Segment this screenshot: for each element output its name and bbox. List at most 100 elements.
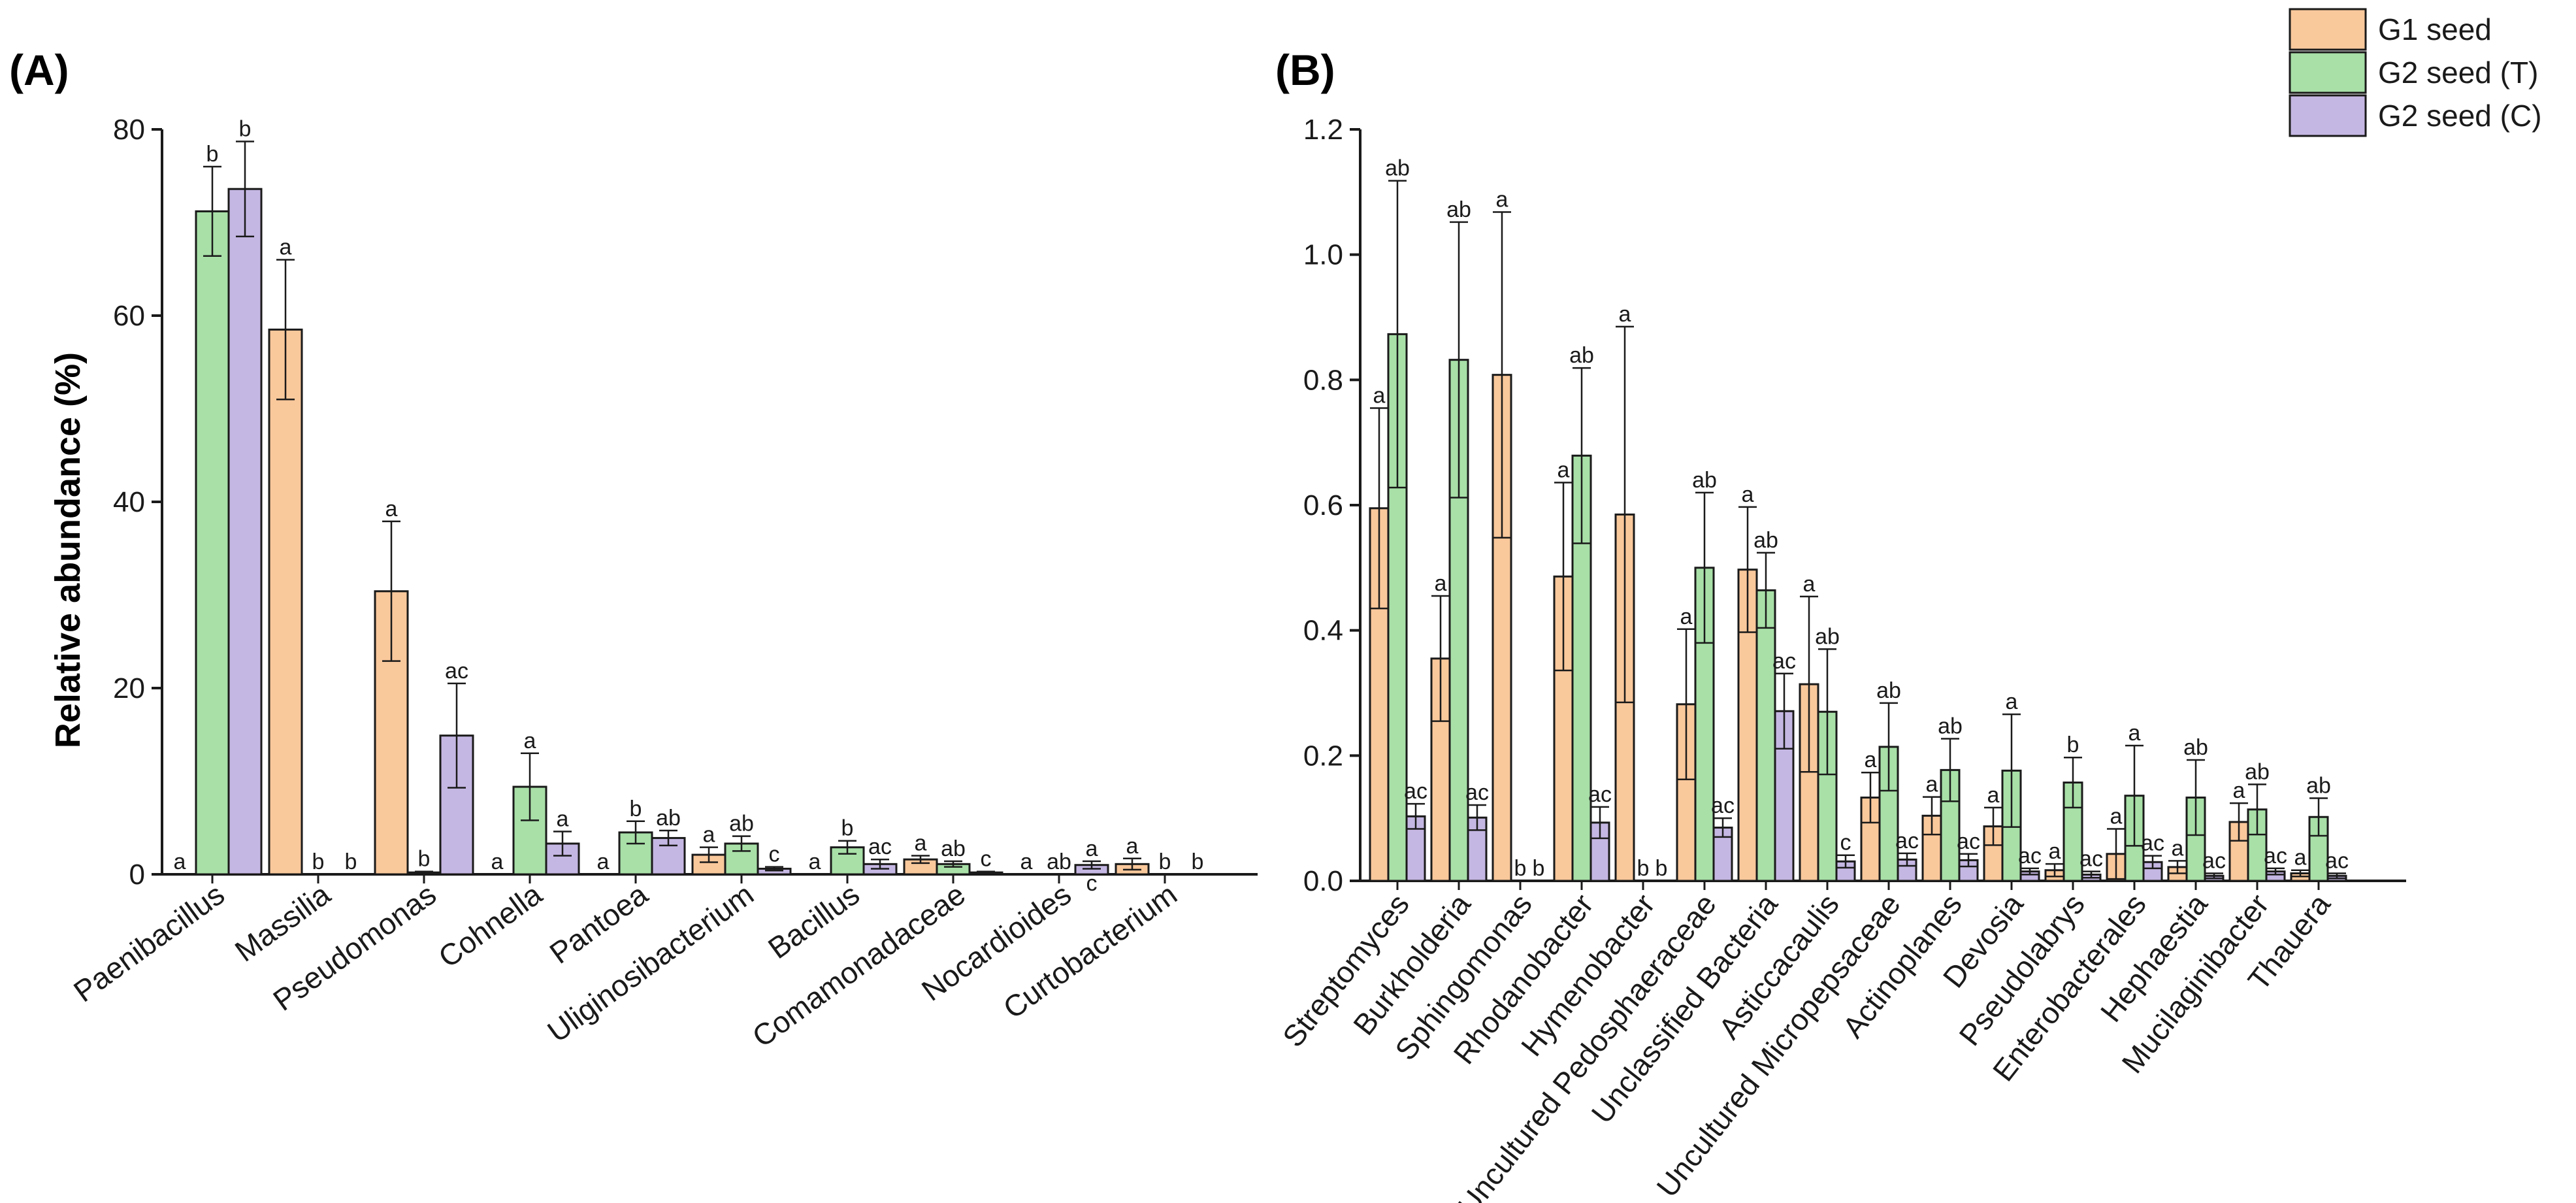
- significance-label: a: [2049, 839, 2061, 864]
- y-tick-label: 40: [113, 486, 145, 518]
- significance-label: ab: [1385, 156, 1410, 181]
- significance-label: ac: [1957, 829, 1980, 854]
- significance-label: a: [1987, 783, 2000, 808]
- significance-label: b: [2067, 733, 2079, 757]
- significance-label: ab: [1753, 528, 1778, 553]
- bar: [195, 210, 230, 876]
- significance-label: ac: [2141, 831, 2164, 856]
- y-tick-label: 80: [113, 114, 145, 146]
- significance-label: a: [2233, 778, 2245, 803]
- significance-label: ab: [2183, 735, 2208, 760]
- y-tick-label: 0.2: [1303, 740, 1343, 772]
- category-label: Paenibacillus: [67, 877, 231, 1008]
- bar: [1897, 858, 1917, 882]
- significance-label: a: [2006, 689, 2018, 714]
- bar: [227, 188, 263, 876]
- significance-label: a: [1680, 604, 1693, 629]
- significance-label: ac: [1588, 782, 1612, 807]
- significance-label: ab: [1815, 624, 1840, 649]
- significance-label: c: [1840, 831, 1851, 855]
- y-tick-label: 0: [129, 859, 145, 891]
- significance-label: ac: [1895, 829, 1919, 853]
- significance-label: ab: [1446, 197, 1471, 222]
- significance-label: ab: [2306, 774, 2331, 799]
- significance-label: a: [1742, 482, 1754, 507]
- significance-label: ab: [1692, 468, 1717, 493]
- legend-swatch: [2289, 51, 2367, 94]
- significance-label: ac: [2325, 849, 2349, 874]
- legend-swatch: [2289, 94, 2367, 137]
- significance-label: a: [1496, 188, 1508, 212]
- y-tick-label: 60: [113, 300, 145, 332]
- significance-label: ac: [1772, 649, 1796, 674]
- category-label: Curtobacterium: [997, 877, 1183, 1025]
- significance-label: ac: [868, 834, 892, 859]
- legend-label: G2 seed (T): [2378, 56, 2538, 90]
- legend-swatch: [2289, 8, 2367, 51]
- significance-label: b: [312, 849, 325, 874]
- significance-label: ac: [2264, 844, 2287, 868]
- significance-label: b: [1637, 856, 1650, 881]
- significance-label: a: [524, 729, 536, 753]
- significance-label: b: [239, 117, 252, 142]
- y-tick-label: 1.2: [1303, 114, 1343, 146]
- significance-label: a: [491, 849, 504, 874]
- significance-label: a: [1020, 849, 1033, 874]
- significance-label: ab: [1938, 714, 1963, 738]
- significance-label: a: [1619, 302, 1631, 327]
- significance-label: ab: [1876, 678, 1901, 703]
- significance-label: ab: [1047, 849, 1071, 874]
- significance-label: ab: [1569, 343, 1594, 368]
- significance-label: ac: [1404, 779, 1427, 804]
- significance-label: b: [1159, 849, 1171, 874]
- significance-label: c: [1086, 871, 1098, 896]
- significance-label: a: [385, 497, 398, 521]
- chart-b: 0.00.20.40.60.81.01.2StreptomycesaabacBu…: [1276, 114, 2406, 1203]
- significance-label: ab: [2245, 759, 2270, 784]
- y-tick-label: 0.8: [1303, 364, 1343, 396]
- significance-label: a: [1086, 836, 1098, 861]
- significance-label: ac: [2079, 847, 2103, 872]
- significance-label: ac: [1465, 780, 1489, 805]
- bar: [1755, 589, 1776, 882]
- significance-label: a: [2294, 846, 2307, 870]
- significance-label: a: [1557, 458, 1570, 483]
- significance-label: b: [630, 797, 642, 821]
- significance-label: b: [1533, 856, 1545, 881]
- significance-label: a: [809, 849, 821, 874]
- legend-label: G1 seed: [2378, 12, 2492, 46]
- significance-label: ac: [2018, 844, 2042, 868]
- significance-label: a: [597, 849, 610, 874]
- y-axis-title-a: Relative abundance (%): [48, 352, 88, 748]
- panel-label-a: (A): [9, 46, 69, 94]
- y-tick-label: 0.6: [1303, 489, 1343, 521]
- significance-label: a: [1926, 772, 1938, 797]
- significance-label: ab: [941, 836, 966, 861]
- significance-label: a: [174, 849, 186, 874]
- significance-label: ac: [2202, 849, 2226, 874]
- significance-label: ab: [729, 812, 754, 836]
- legend-label: G2 seed (C): [2378, 99, 2542, 133]
- significance-label: a: [2172, 836, 2184, 861]
- category-label: Cohnella: [432, 877, 548, 974]
- significance-label: c: [769, 842, 780, 867]
- significance-label: ac: [1711, 793, 1735, 818]
- bar: [268, 328, 303, 876]
- significance-label: a: [1435, 571, 1447, 596]
- significance-label: b: [1192, 849, 1204, 874]
- y-tick-label: 0.4: [1303, 615, 1343, 647]
- significance-label: b: [206, 142, 219, 167]
- y-tick-label: 20: [113, 672, 145, 704]
- significance-label: a: [557, 806, 569, 831]
- y-tick-label: 0.0: [1303, 865, 1343, 897]
- significance-label: b: [841, 816, 854, 841]
- significance-label: a: [703, 823, 715, 848]
- y-tick-label: 1.0: [1303, 239, 1343, 271]
- significance-label: b: [418, 847, 431, 872]
- significance-label: c: [981, 847, 992, 872]
- significance-label: a: [1126, 834, 1139, 859]
- significance-label: ac: [445, 659, 468, 684]
- significance-label: a: [2110, 804, 2123, 829]
- significance-label: b: [345, 849, 357, 874]
